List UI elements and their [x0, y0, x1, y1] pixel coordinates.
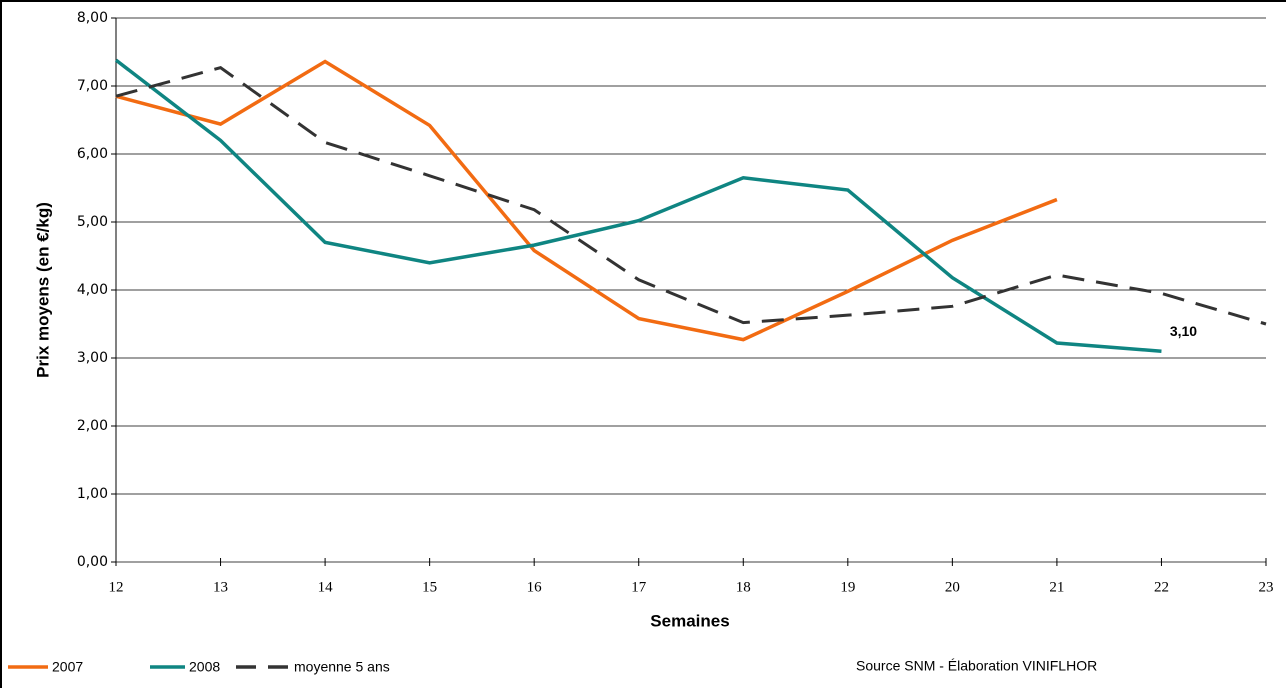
x-tick-label: 23	[1259, 579, 1274, 595]
x-tick-label: 16	[527, 579, 543, 595]
legend-label: 2007	[52, 659, 83, 675]
x-tick-label: 18	[736, 579, 751, 595]
x-axis-title: Semaines	[650, 611, 729, 630]
y-tick-label: 8,00	[77, 10, 108, 26]
x-tick-label: 20	[945, 579, 960, 595]
y-tick-label: 1,00	[77, 486, 108, 502]
x-tick-label: 14	[318, 579, 334, 595]
data-label: 3,10	[1170, 323, 1197, 339]
x-tick-label: 12	[109, 579, 124, 595]
legend-label: moyenne 5 ans	[294, 659, 390, 675]
x-tick-label: 21	[1049, 579, 1064, 595]
series-line	[115, 66, 1267, 326]
y-tick-label: 5,00	[77, 214, 108, 230]
series-line	[114, 58, 1162, 353]
x-tick-label: 13	[213, 579, 228, 595]
x-tick-label: 19	[840, 579, 855, 595]
y-tick-label: 4,00	[77, 282, 108, 298]
x-tick-label: 22	[1154, 579, 1169, 595]
x-tick-label: 15	[422, 579, 437, 595]
legend-label: 2008	[189, 659, 220, 675]
y-tick-label: 7,00	[77, 78, 108, 94]
y-axis-title: Prix moyens (en €/kg)	[33, 202, 52, 378]
y-tick-label: 3,00	[77, 350, 108, 366]
y-tick-label: 6,00	[77, 146, 108, 162]
series-line	[115, 59, 1058, 342]
x-tick-label: 17	[631, 579, 647, 595]
source-note: Source SNM - Élaboration VINIFLHOR	[856, 658, 1097, 674]
y-tick-label: 0,00	[77, 554, 108, 570]
y-tick-label: 2,00	[77, 418, 108, 434]
